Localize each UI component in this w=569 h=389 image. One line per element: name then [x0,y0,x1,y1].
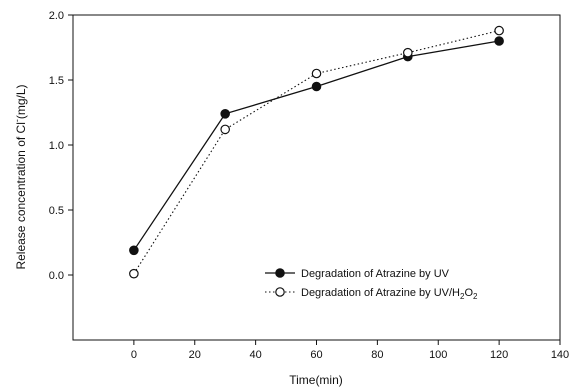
y-tick-label: 1.0 [49,140,64,152]
series-line-2 [133,30,500,274]
y-axis-title-prefix: Release concentration of Cl [14,122,28,269]
series-markers [129,25,504,279]
y-tick-label: 0.5 [49,205,64,217]
series-2-point [403,47,413,58]
x-tick-label: 60 [310,349,322,361]
x-tick-label: 20 [189,349,201,361]
legend-label-1: Degradation of Atrazine by UV [301,268,450,280]
series-2-point [129,268,139,279]
legend-label-2: Degradation of Atrazine by UV/H2O2 [301,287,478,301]
y-tick-label: 1.5 [49,75,64,87]
y-axis-title-suffix: (mg/L) [14,84,28,119]
legend: Degradation of Atrazine by UV Degradation… [265,268,478,301]
series-lines [133,30,500,274]
series-1-point [129,245,139,256]
x-tick-label: 100 [429,349,447,361]
y-axis-title-superscript: - [12,119,22,122]
series-2-point [311,68,322,79]
series-2-point [220,124,230,135]
series-1-point [311,81,322,92]
y-tick-label: 0.0 [49,270,64,282]
series-1-point [220,109,230,119]
series-1-point [494,36,504,46]
y-tick-label: 2.0 [49,10,64,22]
x-tick-label: 0 [131,349,137,361]
y-ticks: 0.0 0.5 1.0 1.5 2.0 [49,10,73,282]
y-axis-title: Release concentration of Cl-(mg/L) [12,84,28,269]
x-tick-label: 80 [371,349,383,361]
x-axis-title: Time(min) [289,373,343,387]
x-tick-label: 140 [551,349,569,361]
x-ticks: 0 20 40 60 80 100 120 140 [131,340,569,361]
x-tick-label: 40 [250,349,262,361]
legend-marker-1 [275,268,285,278]
legend-marker-2 [275,287,285,297]
x-tick-label: 120 [490,349,508,361]
series-2-point [494,25,504,36]
